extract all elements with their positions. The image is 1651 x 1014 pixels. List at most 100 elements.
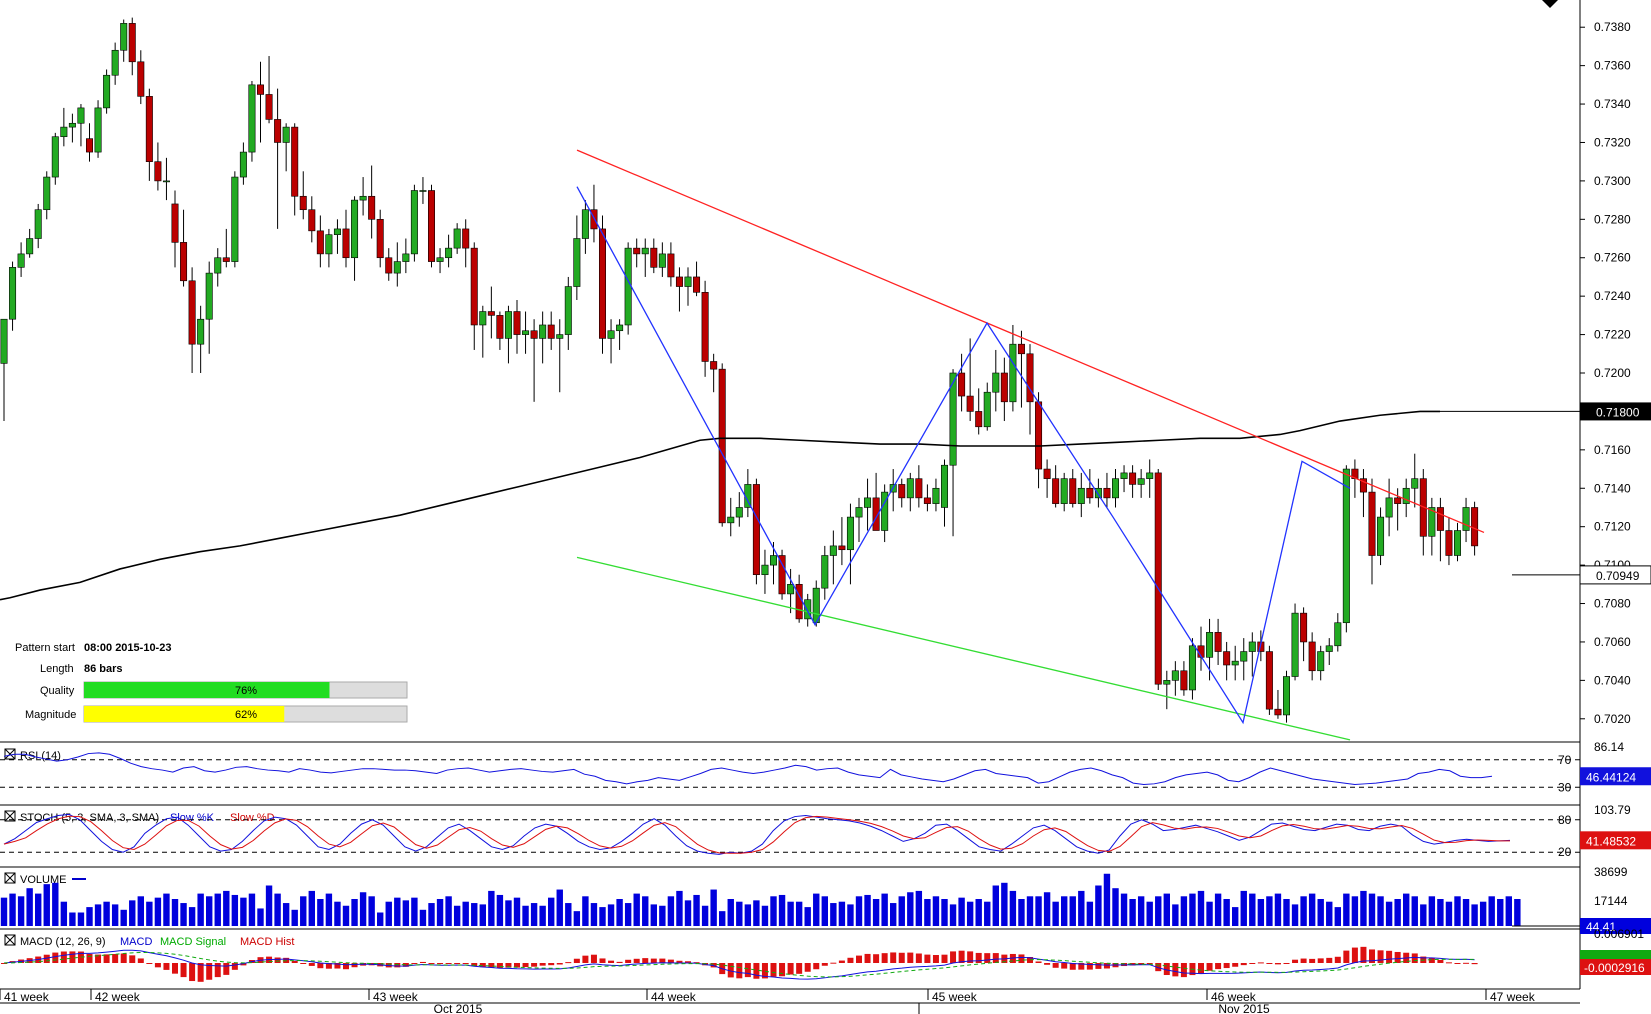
macd-hist-bar: [1411, 953, 1418, 963]
candle: [1248, 632, 1256, 677]
macd-collapse-toggle[interactable]: [4, 934, 16, 946]
volume-bar: [1009, 890, 1017, 926]
bullish-candle-body: [1171, 670, 1179, 681]
bullish-candle-body: [1120, 472, 1128, 479]
candle: [188, 267, 196, 373]
volume-bar: [342, 905, 350, 926]
candle: [1394, 488, 1402, 531]
candle: [1411, 453, 1419, 508]
volume-bar: [163, 893, 170, 926]
volume-bar: [436, 899, 444, 926]
bearish-candle-body: [1300, 612, 1308, 643]
candle: [137, 50, 145, 105]
macd-hist-bar: [300, 963, 307, 964]
volume-bar: [1334, 907, 1341, 926]
macd-hist-bar: [291, 960, 298, 963]
macd-hist-bar: [693, 962, 700, 964]
bullish-candle-body: [197, 318, 205, 345]
candle: [915, 465, 923, 508]
candle: [940, 459, 948, 527]
volume-bar: [257, 908, 264, 926]
price-tick-label: 0.7060: [1594, 635, 1631, 649]
volume-bar: [1206, 901, 1213, 926]
macd-hist-bar: [1206, 963, 1213, 971]
volume-bar: [1505, 896, 1512, 926]
candle: [949, 369, 957, 537]
volume-bar: [1018, 899, 1025, 926]
candle: [1368, 478, 1376, 585]
macd-hist-bar: [163, 963, 170, 970]
macd-hist-bar: [1009, 953, 1016, 963]
volume-bar: [471, 903, 478, 926]
candle: [1283, 670, 1291, 723]
volume-bar: [274, 893, 281, 926]
bearish-candle-body: [1043, 468, 1051, 479]
bullish-candle-body: [1385, 497, 1393, 518]
volume-bar: [684, 900, 692, 926]
candle: [710, 353, 718, 393]
bearish-candle-body: [1000, 372, 1008, 403]
stoch-panel: STOCH (5, 3, SMA, 3, SMA) Slow %K Slow %…: [0, 803, 1651, 859]
macd-hist-bar: [103, 954, 110, 963]
price-tick-label: 0.7080: [1594, 597, 1631, 611]
week-label: 47 week: [1490, 990, 1536, 1004]
bullish-candle-body: [983, 391, 991, 428]
bearish-candle-body: [1445, 530, 1453, 556]
quality-bar-fill: [84, 682, 330, 698]
volume-bar: [924, 899, 931, 926]
bullish-candle-body: [214, 257, 222, 274]
macd-hist-bar: [599, 958, 606, 963]
volume-bar: [154, 897, 162, 926]
candle: [1317, 645, 1325, 681]
bearish-candle-body: [958, 372, 966, 397]
bearish-candle-body: [274, 119, 282, 143]
volume-bar: [1095, 885, 1102, 926]
macd-hist-bar: [1163, 963, 1170, 976]
macd-hist-bar: [727, 963, 734, 978]
volume-bar: [9, 893, 16, 926]
candle: [855, 497, 863, 543]
macd-hist-bar: [1274, 963, 1281, 965]
volume-bar: [77, 912, 85, 926]
bearish-candle-body: [470, 247, 478, 326]
macd-hist-bar: [317, 963, 324, 969]
macd-hist-bar: [514, 963, 520, 968]
stoch-legend-k: Slow %K: [170, 812, 215, 824]
volume-value-badge-text: 44.41: [1586, 920, 1616, 934]
volume-bar: [1326, 901, 1333, 926]
volume-bar: [522, 905, 529, 926]
candle: [402, 238, 410, 274]
bearish-candle-body: [1223, 651, 1231, 666]
macd-hist-bar: [531, 963, 538, 967]
volume-bar: [334, 901, 341, 926]
bullish-candle-body: [205, 272, 213, 320]
bullish-candle-body: [522, 330, 530, 335]
bullish-candle-body: [1291, 612, 1299, 677]
volume-collapse-toggle[interactable]: [4, 872, 16, 884]
macd-hist-bar: [744, 963, 751, 978]
macd-hist-bar: [437, 963, 444, 965]
volume-bar: [385, 901, 392, 926]
bullish-candle-body: [1462, 507, 1470, 531]
stoch-d-line: [3, 815, 1510, 854]
candle: [1180, 661, 1188, 696]
candle: [60, 107, 68, 147]
bullish-candle-body: [616, 324, 624, 332]
candle: [1325, 638, 1333, 665]
macd-hist-bar: [847, 957, 854, 963]
macd-hist-bar: [1103, 963, 1110, 969]
candle: [256, 61, 264, 143]
scroll-marker-icon[interactable]: [1542, 0, 1558, 8]
bearish-candle-body: [872, 497, 880, 531]
macd-hist-bar: [411, 963, 418, 964]
volume-bar: [941, 899, 948, 926]
bearish-candle-body: [1017, 343, 1025, 355]
volume-bar: [35, 893, 42, 926]
candle: [496, 311, 504, 350]
bullish-candle-body: [436, 257, 444, 262]
stoch-collapse-toggle[interactable]: [4, 810, 16, 822]
macd-hist-bar: [539, 963, 546, 966]
volume-bar: [1291, 904, 1299, 926]
bearish-candle-body: [778, 555, 786, 595]
sma-price-badge: [1580, 402, 1651, 421]
